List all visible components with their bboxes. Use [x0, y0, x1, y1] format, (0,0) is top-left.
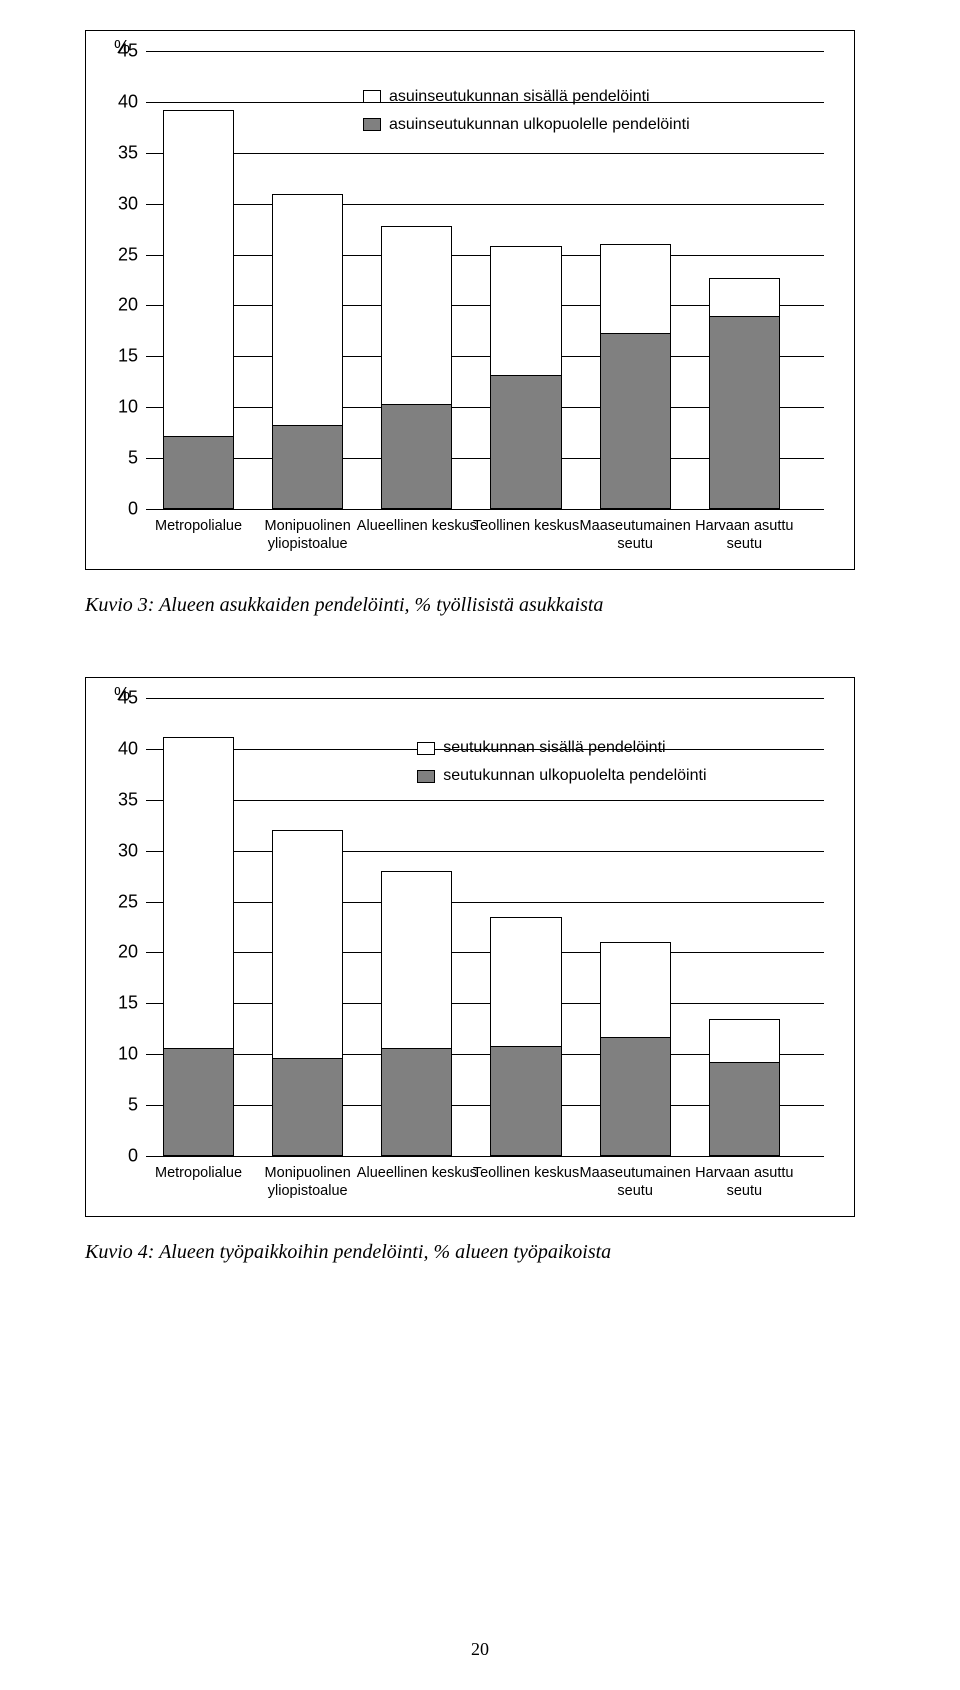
- gridline: [146, 1156, 824, 1157]
- y-tick-label: 45: [106, 41, 138, 62]
- x-axis-label: Harvaan asuttuseutu: [680, 517, 808, 553]
- bar-segment: [381, 404, 452, 509]
- legend-label: asuinseutukunnan ulkopuolelle pendelöint…: [389, 116, 690, 134]
- legend-swatch: [363, 90, 381, 103]
- bar-group: Monipuolinenyliopistoalue: [272, 698, 343, 1156]
- legend-label: asuinseutukunnan sisällä pendelöinti: [389, 88, 650, 106]
- y-tick-label: 20: [106, 295, 138, 316]
- bar-segment: [600, 333, 671, 509]
- bar-segment: [272, 1058, 343, 1156]
- y-tick-label: 25: [106, 891, 138, 912]
- y-tick-label: 35: [106, 142, 138, 163]
- legend-item: asuinseutukunnan ulkopuolelle pendelöint…: [363, 116, 690, 134]
- y-tick-label: 40: [106, 738, 138, 759]
- page-number: 20: [0, 1639, 960, 1660]
- chart-2-plot-area: 051015202530354045MetropolialueMonipuoli…: [146, 698, 824, 1156]
- bar-segment: [163, 1048, 234, 1156]
- bar-group: Harvaan asuttuseutu: [709, 51, 780, 509]
- y-tick-label: 30: [106, 193, 138, 214]
- y-tick-label: 45: [106, 688, 138, 709]
- y-tick-label: 5: [106, 448, 138, 469]
- x-axis-label: Harvaan asuttuseutu: [680, 1164, 808, 1200]
- chart-1-plot-area: 051015202530354045MetropolialueMonipuoli…: [146, 51, 824, 509]
- chart-2-container: % 051015202530354045MetropolialueMonipuo…: [85, 677, 855, 1217]
- legend-label: seutukunnan sisällä pendelöinti: [443, 739, 665, 757]
- y-tick-label: 5: [106, 1095, 138, 1116]
- y-tick-label: 10: [106, 1044, 138, 1065]
- gridline: [146, 509, 824, 510]
- legend-swatch: [417, 770, 435, 783]
- y-tick-label: 15: [106, 993, 138, 1014]
- y-tick-label: 25: [106, 244, 138, 265]
- legend-item: seutukunnan ulkopuolelta pendelöinti: [417, 767, 706, 785]
- y-tick-label: 10: [106, 397, 138, 418]
- chart-1-container: % 051015202530354045MetropolialueMonipuo…: [85, 30, 855, 570]
- y-tick-label: 0: [106, 499, 138, 520]
- legend-label: seutukunnan ulkopuolelta pendelöinti: [443, 767, 706, 785]
- legend-swatch: [417, 742, 435, 755]
- bar-segment: [490, 1046, 561, 1156]
- y-tick-label: 30: [106, 840, 138, 861]
- legend: asuinseutukunnan sisällä pendelöinti asui…: [363, 88, 690, 134]
- y-tick-label: 35: [106, 789, 138, 810]
- bar-segment: [709, 316, 780, 509]
- bar-segment: [709, 1062, 780, 1156]
- bar-segment: [600, 1037, 671, 1156]
- legend: seutukunnan sisällä pendelöinti seutukunn…: [417, 739, 706, 785]
- bar-segment: [490, 375, 561, 509]
- bar-segment: [381, 1048, 452, 1156]
- legend-item: seutukunnan sisällä pendelöinti: [417, 739, 706, 757]
- y-tick-label: 0: [106, 1146, 138, 1167]
- legend-item: asuinseutukunnan sisällä pendelöinti: [363, 88, 690, 106]
- chart-2-caption: Kuvio 4: Alueen työpaikkoihin pendelöint…: [85, 1241, 875, 1264]
- y-tick-label: 15: [106, 346, 138, 367]
- bar-segment: [163, 436, 234, 509]
- bar-group: Harvaan asuttuseutu: [709, 698, 780, 1156]
- bar-group: Monipuolinenyliopistoalue: [272, 51, 343, 509]
- chart-1-caption: Kuvio 3: Alueen asukkaiden pendelöinti, …: [85, 594, 875, 617]
- y-tick-label: 40: [106, 91, 138, 112]
- bar-group: Metropolialue: [163, 698, 234, 1156]
- y-tick-label: 20: [106, 942, 138, 963]
- legend-swatch: [363, 118, 381, 131]
- bar-segment: [272, 425, 343, 509]
- bar-group: Metropolialue: [163, 51, 234, 509]
